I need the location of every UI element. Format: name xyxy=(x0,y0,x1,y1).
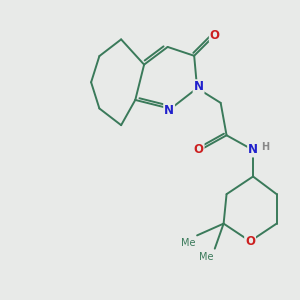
Text: O: O xyxy=(245,235,255,248)
Text: O: O xyxy=(210,29,220,42)
Text: N: N xyxy=(164,104,174,117)
Text: H: H xyxy=(261,142,269,152)
Text: Me: Me xyxy=(181,238,196,248)
Text: N: N xyxy=(248,143,258,157)
Text: O: O xyxy=(194,143,204,157)
Text: Me: Me xyxy=(199,252,213,262)
Text: N: N xyxy=(194,80,204,93)
